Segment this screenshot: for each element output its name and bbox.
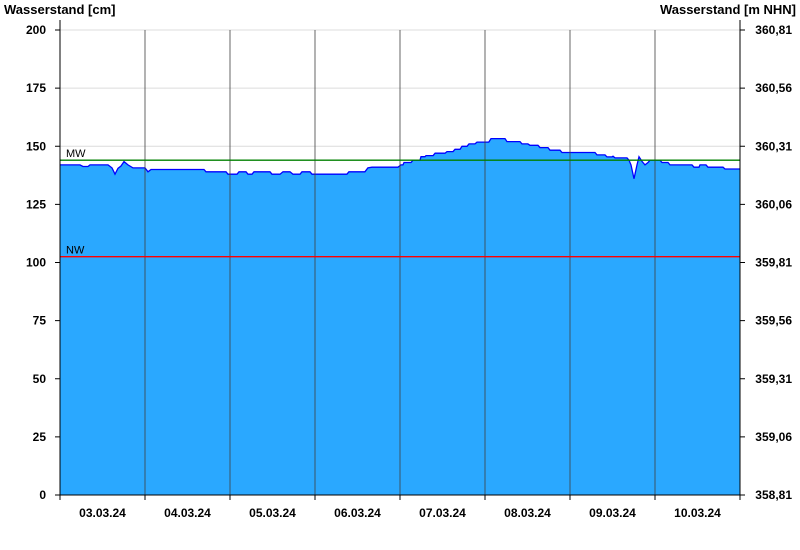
left-axis-title: Wasserstand [cm] xyxy=(4,2,116,17)
y-tick-label: 50 xyxy=(33,372,47,386)
x-tick-label: 08.03.24 xyxy=(504,506,551,520)
water-level-line xyxy=(60,137,740,179)
y-tick-label: 75 xyxy=(33,314,47,328)
right-tick-label: 360,06 xyxy=(755,197,792,211)
x-tick-label: 03.03.24 xyxy=(79,506,126,520)
reference-label-mw: MW xyxy=(66,148,86,160)
right-tick-label: 359,56 xyxy=(755,314,792,328)
right-tick-label: 359,06 xyxy=(755,430,792,444)
y-tick-label: 125 xyxy=(26,197,46,211)
axes: 0 358,81 25 359,06 50 359,31 75 359,56 100 359,81… xyxy=(26,20,792,520)
x-tick-label: 05.03.24 xyxy=(249,506,296,520)
y-tick-label: 25 xyxy=(33,430,47,444)
right-tick-label: 359,31 xyxy=(755,372,792,386)
x-tick-label: 09.03.24 xyxy=(589,506,636,520)
y-tick-label: 0 xyxy=(39,488,46,502)
y-tick-label: 175 xyxy=(26,81,46,95)
x-tick-label: 04.03.24 xyxy=(164,506,211,520)
right-tick-label: 360,56 xyxy=(755,81,792,95)
right-axis-title: Wasserstand [m NHN] xyxy=(660,2,796,17)
right-tick-label: 359,81 xyxy=(755,256,792,270)
y-tick-label: 200 xyxy=(26,23,46,37)
day-lines xyxy=(144,30,656,495)
right-tick-label: 360,31 xyxy=(755,139,792,153)
reference-lines: MW NW xyxy=(60,148,740,258)
right-tick-label: 358,81 xyxy=(755,488,792,502)
y-tick-label: 150 xyxy=(26,139,46,153)
x-tick-label: 06.03.24 xyxy=(334,506,381,520)
reference-label-nw: NW xyxy=(66,245,85,257)
right-tick-label: 360,81 xyxy=(755,23,792,37)
x-tick-label: 10.03.24 xyxy=(674,506,721,520)
x-tick-label: 07.03.24 xyxy=(419,506,466,520)
y-tick-label: 100 xyxy=(26,256,46,270)
